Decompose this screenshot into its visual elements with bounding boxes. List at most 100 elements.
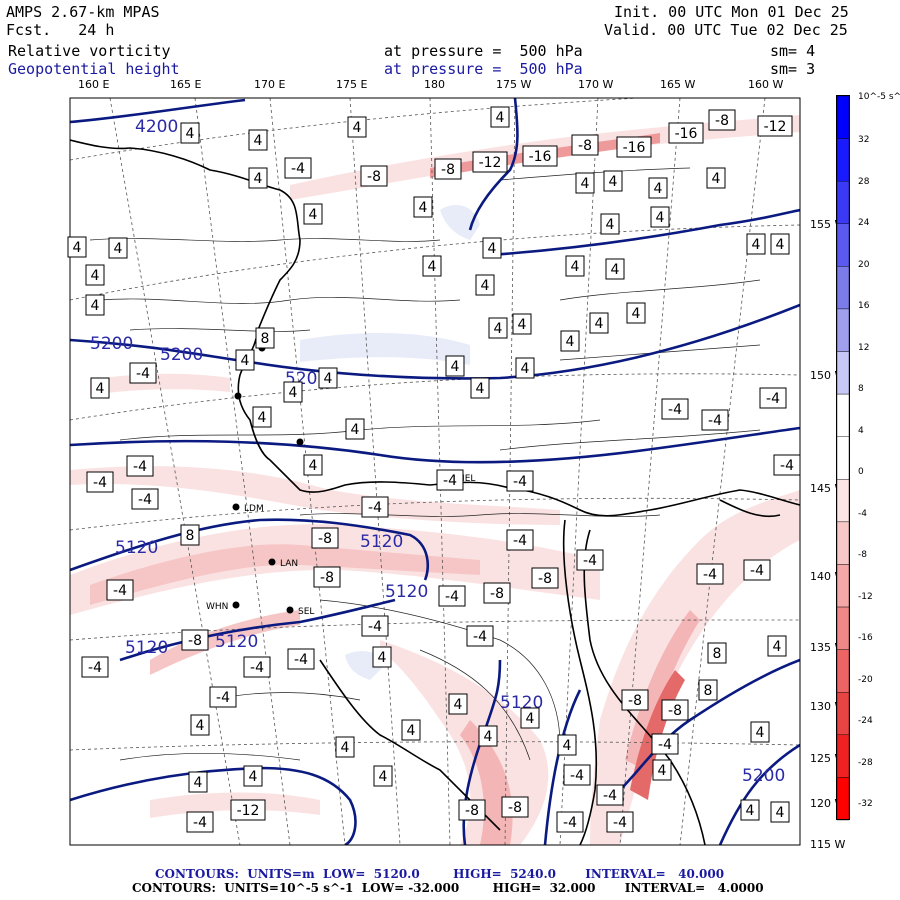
lon-label: 170 E <box>254 78 286 91</box>
vorticity-label: 4 <box>589 312 609 334</box>
colorbar-tick-label: 32 <box>858 135 870 145</box>
svg-text:4: 4 <box>566 334 575 350</box>
svg-text:4: 4 <box>581 176 590 192</box>
svg-text:4: 4 <box>595 316 604 332</box>
colorbar-tick-label: 20 <box>858 259 870 270</box>
lon-label: 165 E <box>170 78 202 91</box>
svg-text:-8: -8 <box>441 162 455 178</box>
colorbar-tick-label: 8 <box>858 384 864 394</box>
vorticity-label: 8 <box>707 642 727 664</box>
forecast-hour: Fcst. 24 h <box>6 21 115 39</box>
svg-text:4: 4 <box>341 740 350 756</box>
vorticity-label: -4 <box>106 579 134 601</box>
svg-text:4: 4 <box>353 120 362 136</box>
svg-text:4: 4 <box>309 458 318 474</box>
height-label: 5120 <box>115 538 158 558</box>
svg-text:-4: -4 <box>513 474 527 490</box>
vorticity-label: -4 <box>436 469 464 491</box>
vorticity-label: 4 <box>190 714 210 736</box>
colorbar-tick-label: 16 <box>858 301 870 311</box>
station-label: LDM <box>244 504 264 514</box>
vorticity-label: -16 <box>522 145 558 167</box>
svg-text:4: 4 <box>96 381 105 397</box>
vorticity-label: 4 <box>373 765 393 787</box>
svg-text:-4: -4 <box>603 788 617 804</box>
vorticity-label: 4 <box>746 233 766 255</box>
svg-text:4: 4 <box>494 321 503 337</box>
svg-text:4: 4 <box>496 110 505 126</box>
vorticity-label: -8 <box>621 689 649 711</box>
svg-text:-4: -4 <box>216 690 230 706</box>
station-label: LAN <box>280 559 298 569</box>
svg-text:4: 4 <box>428 259 437 275</box>
lon-label: 160 W <box>748 78 784 91</box>
vorticity-label: -16 <box>616 136 652 158</box>
svg-text:4: 4 <box>241 353 250 369</box>
svg-text:4: 4 <box>776 237 785 253</box>
svg-text:-4: -4 <box>113 583 127 599</box>
vorticity-label: -4 <box>661 398 689 420</box>
svg-text:-4: -4 <box>703 567 717 583</box>
height-label: 5200 <box>90 334 133 354</box>
vorticity-label: 4 <box>475 274 495 296</box>
svg-text:4: 4 <box>756 725 765 741</box>
svg-text:4: 4 <box>324 371 333 387</box>
svg-text:-4: -4 <box>250 660 264 676</box>
vorticity-label: -8 <box>434 158 462 180</box>
svg-text:4: 4 <box>351 422 360 438</box>
svg-text:4: 4 <box>476 381 485 397</box>
colorbar-cell <box>836 351 850 395</box>
valid-time: Valid. 00 UTC Tue 02 Dec 25 <box>604 21 848 39</box>
colorbar-cell <box>836 692 850 736</box>
lon-label: 170 W <box>578 78 614 91</box>
vorticity-label: 4 <box>318 367 338 389</box>
init-time: Init. 00 UTC Mon 01 Dec 25 <box>614 3 849 21</box>
vorticity-label: 4 <box>490 106 510 128</box>
vorticity-label: 4 <box>108 237 128 259</box>
svg-text:-4: -4 <box>136 366 150 382</box>
vorticity-label: 4 <box>448 693 468 715</box>
vorticity-label: -8 <box>571 134 599 156</box>
lon-label: 175 W <box>496 78 532 91</box>
colorbar-tick-label: -32 <box>858 799 873 809</box>
vorticity-label: 4 <box>283 381 303 403</box>
coastline <box>70 139 800 845</box>
svg-text:-4: -4 <box>708 413 722 429</box>
vorticity-label: 4 <box>740 799 760 821</box>
colorbar-tick-label: 12 <box>858 342 870 353</box>
station-label: SEL <box>298 607 314 617</box>
vorticity-label: 4 <box>520 707 540 729</box>
vorticity-label: 4 <box>482 237 502 259</box>
svg-text:-4: -4 <box>443 473 457 489</box>
colorbar-tick-label: 28 <box>858 176 870 187</box>
colorbar-unit: 10^-5 s^-1 <box>858 92 900 102</box>
colorbar-tick-label: 0 <box>858 467 864 477</box>
svg-text:4: 4 <box>289 385 298 401</box>
vorticity-label: 4 <box>67 236 87 258</box>
svg-text:8: 8 <box>186 528 195 544</box>
svg-text:8: 8 <box>261 331 270 347</box>
colorbar-tick-label: 4 <box>858 425 864 436</box>
svg-text:4: 4 <box>407 723 416 739</box>
vorticity-label: 4 <box>512 313 532 335</box>
svg-text:4: 4 <box>488 241 497 257</box>
height-label: 5120 <box>360 532 403 552</box>
vorticity-label: -4 <box>438 585 466 607</box>
vorticity-label: -4 <box>596 784 624 806</box>
height-label: 5120 <box>385 582 428 602</box>
svg-text:-4: -4 <box>368 619 382 635</box>
vorticity-label: 4 <box>345 418 365 440</box>
svg-text:-8: -8 <box>628 693 642 709</box>
colorbar-cell <box>836 777 850 821</box>
height-label: 5200 <box>742 766 785 786</box>
vorticity-label: -4 <box>186 811 214 833</box>
vorticity-label: 4 <box>372 646 392 668</box>
svg-text:4: 4 <box>379 769 388 785</box>
field2-smoothing: sm= 3 <box>770 60 816 78</box>
colorbar-cell <box>836 606 850 650</box>
colorbar-tick-label: -28 <box>858 757 873 768</box>
vorticity-label: -8 <box>661 699 689 721</box>
vorticity-label: 4 <box>303 454 323 476</box>
vorticity-label: -16 <box>668 122 704 144</box>
